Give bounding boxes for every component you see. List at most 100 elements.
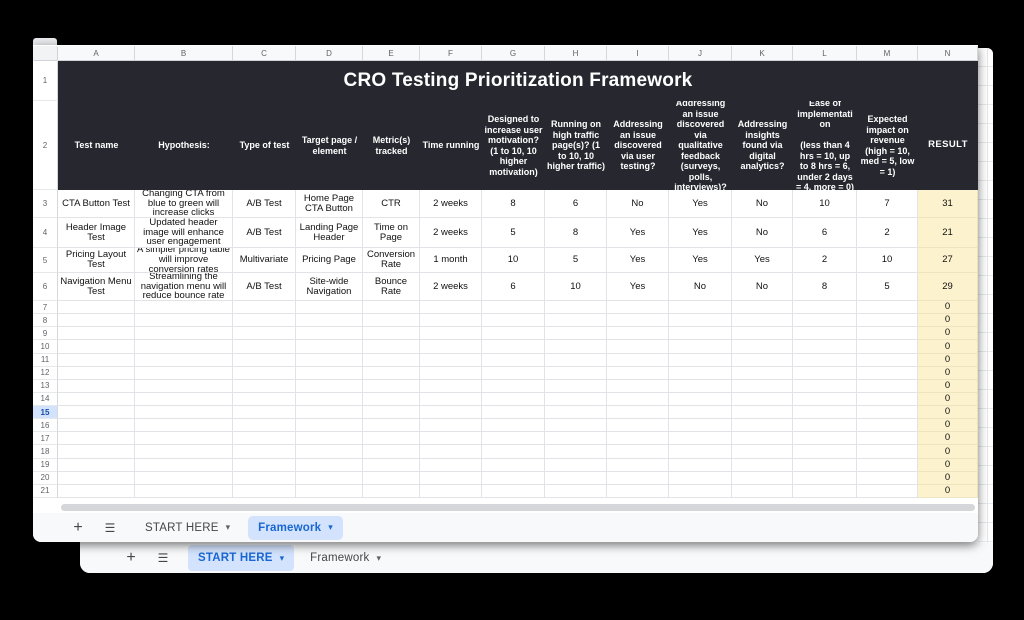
cell-J4[interactable]: Yes [669,218,732,248]
cell-J20[interactable] [669,471,732,485]
cell-J2-header[interactable]: Addressing an issue discovered via quali… [669,101,732,190]
cell-J17[interactable] [669,432,732,446]
cell-J14[interactable] [669,392,732,406]
cell-H11[interactable] [545,353,607,367]
cell-F7[interactable] [420,301,482,315]
cell-K3[interactable]: No [732,190,793,218]
cell-E21[interactable] [363,484,420,498]
cell-H9[interactable] [545,327,607,341]
cell-B13[interactable] [135,379,233,393]
cell-C21[interactable] [233,484,296,498]
row-header-15[interactable]: 15 [33,406,58,420]
cell-C4[interactable]: A/B Test [233,218,296,248]
tab-start-here[interactable]: START HERE ▾ [135,516,240,540]
cell-L17[interactable] [793,432,857,446]
cell-L11[interactable] [793,353,857,367]
cell-M18[interactable] [857,445,918,459]
cell-N13[interactable]: 0 [918,379,978,393]
cell-L10[interactable] [793,340,857,354]
cell-E20[interactable] [363,471,420,485]
cell-I8[interactable] [607,314,669,328]
cell-G6[interactable]: 6 [482,273,545,301]
cell-K9[interactable] [732,327,793,341]
cell-L12[interactable] [793,366,857,380]
cell-C2-header[interactable]: Type of test [233,101,296,190]
cell-K17[interactable] [732,432,793,446]
cell-F15[interactable] [420,406,482,420]
cell-E9[interactable] [363,327,420,341]
cell-H8[interactable] [545,314,607,328]
cell-B10[interactable] [135,340,233,354]
cell-C11[interactable] [233,353,296,367]
cell-H20[interactable] [545,471,607,485]
cell-G3[interactable]: 8 [482,190,545,218]
cell-E8[interactable] [363,314,420,328]
cell-J9[interactable] [669,327,732,341]
cell-J16[interactable] [669,419,732,433]
column-header-F[interactable]: F [420,46,482,61]
cell-C6[interactable]: A/B Test [233,273,296,301]
cell-F10[interactable] [420,340,482,354]
cell-C9[interactable] [233,327,296,341]
cell-G5[interactable]: 10 [482,248,545,273]
cell-L5[interactable]: 2 [793,248,857,273]
select-all-corner[interactable] [33,46,58,61]
cell-A19[interactable] [58,458,135,472]
column-header-J[interactable]: J [669,46,732,61]
row-header-1[interactable]: 1 [33,61,58,101]
cell-B18[interactable] [135,445,233,459]
cell-H7[interactable] [545,301,607,315]
cell-D2-header[interactable]: Target page / element [296,101,363,190]
cell-H21[interactable] [545,484,607,498]
cell-H5[interactable]: 5 [545,248,607,273]
cell-A10[interactable] [58,340,135,354]
cell-E10[interactable] [363,340,420,354]
cell-L14[interactable] [793,392,857,406]
cell-D13[interactable] [296,379,363,393]
cell-B17[interactable] [135,432,233,446]
cell-B21[interactable] [135,484,233,498]
cell-D7[interactable] [296,301,363,315]
cell-K12[interactable] [732,366,793,380]
cell-L9[interactable] [793,327,857,341]
cell-M19[interactable] [857,458,918,472]
cell-N19[interactable]: 0 [918,458,978,472]
cell-H10[interactable] [545,340,607,354]
cell-A7[interactable] [58,301,135,315]
cell-D5[interactable]: Pricing Page [296,248,363,273]
cell-D10[interactable] [296,340,363,354]
cell-M14[interactable] [857,392,918,406]
cell-B3[interactable]: Changing CTA from blue to green will inc… [135,190,233,218]
cell-A2-header[interactable]: Test name [58,101,135,190]
cell-D3[interactable]: Home Page CTA Button [296,190,363,218]
cell-C14[interactable] [233,392,296,406]
cell-D4[interactable]: Landing Page Header [296,218,363,248]
cell-F19[interactable] [420,458,482,472]
cell-N10[interactable]: 0 [918,340,978,354]
cell-F21[interactable] [420,484,482,498]
cell-L2-header[interactable]: Ease of implementation (less than 4 hrs … [793,101,857,190]
cell-K5[interactable]: Yes [732,248,793,273]
cell-G8[interactable] [482,314,545,328]
cell-J18[interactable] [669,445,732,459]
chevron-down-icon[interactable]: ▾ [376,552,381,563]
cell-G15[interactable] [482,406,545,420]
cell-H13[interactable] [545,379,607,393]
cell-M13[interactable] [857,379,918,393]
cell-K10[interactable] [732,340,793,354]
cell-F3[interactable]: 2 weeks [420,190,482,218]
cell-K13[interactable] [732,379,793,393]
cell-K16[interactable] [732,419,793,433]
cell-H15[interactable] [545,406,607,420]
column-header-H[interactable]: H [545,46,607,61]
cell-G17[interactable] [482,432,545,446]
cell-I16[interactable] [607,419,669,433]
cell-A17[interactable] [58,432,135,446]
cell-G4[interactable]: 5 [482,218,545,248]
cell-I13[interactable] [607,379,669,393]
cell-H16[interactable] [545,419,607,433]
cell-M20[interactable] [857,471,918,485]
cell-M7[interactable] [857,301,918,315]
cell-C5[interactable]: Multivariate [233,248,296,273]
row-header-12[interactable]: 12 [33,366,58,380]
